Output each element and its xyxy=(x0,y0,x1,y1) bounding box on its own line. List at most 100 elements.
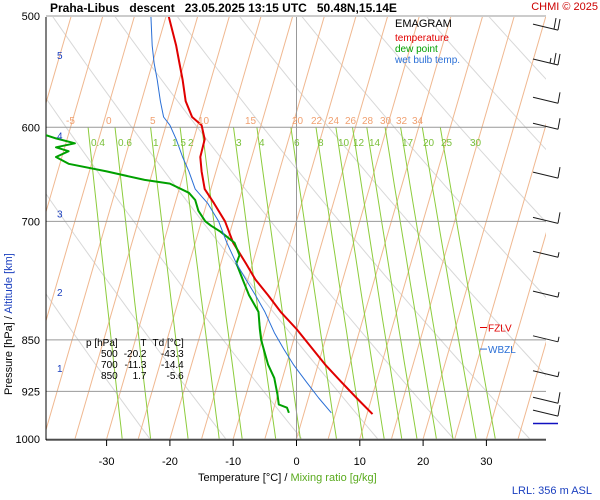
launch-reference-level: LRL: 356 m ASL xyxy=(511,485,592,497)
altitude-tick-label: 1 xyxy=(57,364,63,375)
wbzl-marker-label: WBZL xyxy=(488,345,516,356)
temperature-tick-label: -10 xyxy=(225,456,241,468)
wind-barb-full xyxy=(557,392,561,404)
mixing-ratio-line xyxy=(335,127,385,440)
mixing-ratio-label: 6 xyxy=(294,138,300,149)
mixing-ratio-label: 2 xyxy=(188,138,194,149)
isotherm-line xyxy=(390,17,515,440)
isotherm-line xyxy=(517,340,546,440)
x-axis-separator: / xyxy=(284,472,288,484)
wind-barb-staff xyxy=(532,122,559,130)
isotherm-label: 30 xyxy=(380,116,392,127)
wind-barb-staff xyxy=(532,290,559,298)
isotherm-line xyxy=(46,17,72,105)
wind-barb-full xyxy=(553,17,557,30)
chart-header: Praha-Libus descent 23.05.2025 13:15 UTC… xyxy=(50,1,397,15)
dry-adiabat-line xyxy=(46,293,151,440)
isotherm-line xyxy=(264,17,388,440)
temperature-tick-label: 30 xyxy=(480,456,492,468)
table-cell: 700 xyxy=(101,360,118,371)
isotherm-label: 32 xyxy=(396,116,408,127)
isotherm-label: 34 xyxy=(412,116,424,127)
mixing-ratio-label: 25 xyxy=(441,138,453,149)
table-header-row: p [hPa] T Td [°C] xyxy=(80,338,184,349)
mixing-ratio-label: 3 xyxy=(236,138,242,149)
temperature-tick-label: -30 xyxy=(99,456,115,468)
table-cell: -14.4 xyxy=(160,360,184,371)
isotherm-line xyxy=(359,17,483,440)
sounding-datetime: 23.05.2025 13:15 UTC xyxy=(184,1,307,15)
altitude-tick-label: 5 xyxy=(57,51,63,62)
copyright-notice: CHMI © 2025 xyxy=(531,1,598,13)
wind-barb-staff xyxy=(532,58,559,66)
station-coords: 50.48N,15.14E xyxy=(316,1,397,15)
pressure-tick-label: 1000 xyxy=(16,434,40,446)
table-cell: 850 xyxy=(101,371,118,382)
isotherm-label: 26 xyxy=(345,116,357,127)
wind-barb-staff xyxy=(532,409,559,417)
table-cell: -20.2 xyxy=(123,349,147,360)
temperature-tick-label: 20 xyxy=(417,456,429,468)
mixing-ratio-label: 20 xyxy=(423,138,435,149)
isotherm-label: 22 xyxy=(311,116,323,127)
wind-barb-staff xyxy=(532,216,559,224)
isotherm-label: 5 xyxy=(150,116,156,127)
isotherm-label: 24 xyxy=(328,116,340,127)
isotherm-line xyxy=(137,17,262,440)
mixing-ratio-line xyxy=(233,127,277,440)
table-cell: -5.6 xyxy=(166,371,184,382)
wind-barb-staff xyxy=(532,396,559,404)
mixing-ratio-line xyxy=(421,127,477,440)
x-axis-mixing-label: Mixing ratio [g/kg] xyxy=(290,472,377,484)
legend-item-dewpoint: dew point xyxy=(395,44,438,55)
isotherm-line xyxy=(169,17,293,440)
isotherm-line xyxy=(46,17,167,432)
pressure-tick-label: 500 xyxy=(22,11,40,23)
pressure-tick-label: 600 xyxy=(22,122,40,134)
temperature-tick-label: 10 xyxy=(354,456,366,468)
chart-legend: EMAGRAM temperature dew point wet bulb t… xyxy=(395,19,545,67)
wind-barb-staff xyxy=(532,96,559,104)
x-axis-temperature-label: Temperature [°C] xyxy=(198,472,282,484)
mixing-ratio-line xyxy=(256,127,301,440)
mixing-ratio-line xyxy=(366,127,418,440)
wind-barb-half xyxy=(557,292,560,298)
wind-barb-full xyxy=(557,118,561,130)
mixing-ratio-line xyxy=(201,127,243,440)
mixing-ratio-line xyxy=(400,127,454,440)
x-axis-label: Temperature [°C] / Mixing ratio [g/kg] xyxy=(198,472,377,484)
mixing-ratio-label: 14 xyxy=(369,138,381,149)
altitude-tick-label: 3 xyxy=(57,209,63,220)
isotherm-line xyxy=(454,123,546,440)
isotherm-label: 0 xyxy=(106,116,112,127)
wind-barb-full xyxy=(557,404,561,417)
mixing-ratio-label: 1 xyxy=(153,138,159,149)
isotherm-line xyxy=(46,17,135,323)
dry-adiabat-line xyxy=(363,17,546,223)
isotherm-label: -5 xyxy=(66,116,75,127)
wind-barb-full xyxy=(557,53,561,66)
mixing-ratio-line xyxy=(439,127,496,440)
wind-barb-full xyxy=(557,92,561,104)
dry-adiabat-line xyxy=(52,17,379,440)
temperature-tick-label: 0 xyxy=(293,456,299,468)
dry-adiabat-line xyxy=(239,17,546,377)
dry-adiabat-line xyxy=(301,17,546,299)
dry-adiabat-line xyxy=(426,17,546,151)
wetbulb-line xyxy=(150,17,332,414)
table-row: 850 1.7 -5.6 xyxy=(80,371,184,382)
mixing-ratio-label: 17 xyxy=(402,138,414,149)
mixing-ratio-label: 10 xyxy=(338,138,350,149)
wind-barb-staff xyxy=(532,23,559,31)
wind-barb-staff xyxy=(532,171,559,179)
table-cell: 1.7 xyxy=(132,371,147,382)
table-cell: 500 xyxy=(101,349,118,360)
table-cell: -11.3 xyxy=(124,360,147,371)
mixing-ratio-line xyxy=(384,127,437,440)
table-cell: -43.3 xyxy=(160,349,184,360)
isotherm-line xyxy=(201,17,325,440)
mixing-ratio-label: 30 xyxy=(470,138,482,149)
isotherm-label: 20 xyxy=(292,116,304,127)
mixing-ratio-line xyxy=(150,127,189,440)
wind-barb-staff xyxy=(532,335,559,343)
